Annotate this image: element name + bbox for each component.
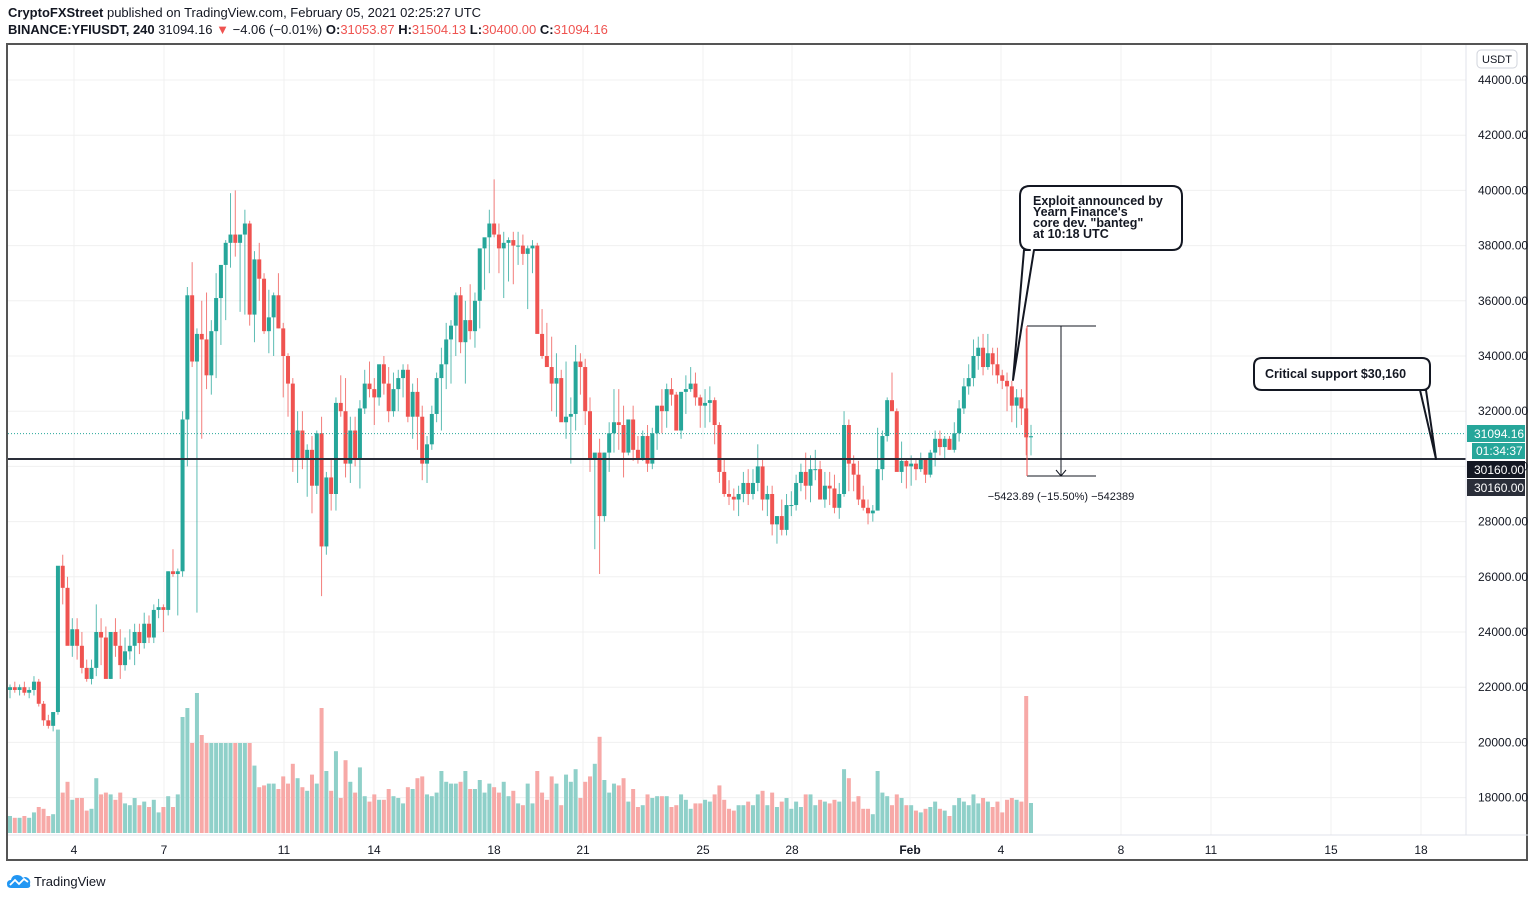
low-label: L:: [469, 22, 483, 37]
date-tick-label: 18: [487, 843, 501, 857]
date-tick-label: 18: [1414, 843, 1428, 857]
price-tick-label: 18000.00: [1478, 791, 1528, 805]
price-tick-label: 20000.00: [1478, 735, 1528, 749]
last-price: 31094.16: [158, 22, 213, 37]
support-price-label: 30160.00: [1467, 461, 1525, 478]
countdown-value: 01:34:37: [1476, 444, 1523, 458]
exploit-line-4: at 10:18 UTC: [1033, 227, 1109, 241]
date-tick-label: 14: [367, 843, 381, 857]
exploit-line-3: core dev. "banteg": [1033, 216, 1143, 230]
low-value: 30400.00: [482, 22, 537, 37]
currency-label: USDT: [1482, 54, 1512, 66]
close-value: 31094.16: [553, 22, 608, 37]
high-value: 31504.13: [411, 22, 467, 37]
last-price-label: 31094.16: [1467, 425, 1525, 442]
svg-text:Exploit announced by Yea: Exploit announced by Yearn Finance's cor…: [1033, 194, 1166, 241]
date-tick-label: 15: [1324, 843, 1338, 857]
countdown-label: 01:34:37: [1472, 443, 1525, 459]
candlesticks: [8, 179, 1033, 732]
grid-lines: [8, 45, 1466, 835]
price-tick-label: 22000.00: [1478, 680, 1528, 694]
publish-line: CryptoFXStreet published on TradingView.…: [8, 5, 481, 20]
price-tick-label: 34000.00: [1478, 349, 1528, 363]
date-tick-label: 4: [998, 843, 1005, 857]
tradingview-cloud-icon: [7, 875, 31, 888]
support-price-value-1: 30160.00: [1474, 463, 1524, 477]
exploit-callout[interactable]: Exploit announced by Yearn Finance's cor…: [1012, 185, 1183, 381]
last-price-value: 31094.16: [1474, 427, 1524, 441]
date-tick-label: 4: [71, 843, 78, 857]
close-label: C:: [539, 22, 554, 37]
date-tick-label: 25: [696, 843, 710, 857]
date-tick-label: 8: [1118, 843, 1125, 857]
symbol-line: BINANCE:YFIUSDT, 240 31094.16 ▼ −4.06 (−…: [8, 22, 608, 37]
date-tick-label: 11: [1205, 843, 1218, 857]
date-tick-label: Feb: [899, 843, 920, 857]
price-tick-label: 28000.00: [1478, 515, 1528, 529]
date-tick-label: 21: [576, 843, 590, 857]
measure-label: −5423.89 (−15.50%) −542389: [988, 491, 1135, 503]
price-tick-label: 26000.00: [1478, 570, 1528, 584]
publisher-name: CryptoFXStreet: [8, 5, 104, 20]
support-price-label-2: 30160.00: [1467, 479, 1525, 496]
symbol-interval: BINANCE:YFIUSDT, 240: [8, 22, 155, 37]
price-tick-label: 24000.00: [1478, 625, 1528, 639]
triangle-down-icon: ▼: [216, 22, 229, 37]
open-value: 31053.87: [340, 22, 395, 37]
support-price-value-2: 30160.00: [1474, 481, 1524, 495]
price-axis[interactable]: 44000.00 42000.00 40000.00 38000.00 36000.00…: [1478, 73, 1528, 805]
price-tick-label: 40000.00: [1478, 183, 1528, 197]
exploit-line-2: Yearn Finance's: [1033, 205, 1128, 219]
price-tick-label: 44000.00: [1478, 73, 1528, 87]
high-label: H:: [398, 22, 412, 37]
tradingview-brand[interactable]: TradingView: [7, 873, 106, 889]
price-tick-label: 36000.00: [1478, 294, 1528, 308]
support-callout-text: Critical support $30,160: [1265, 367, 1406, 381]
volume-bars: [8, 693, 1033, 833]
currency-badge[interactable]: USDT: [1476, 49, 1518, 69]
date-tick-label: 28: [785, 843, 799, 857]
price-tick-label: 38000.00: [1478, 239, 1528, 253]
date-tick-label: 7: [161, 843, 168, 857]
published-text: published on TradingView.com, February 0…: [103, 5, 482, 20]
support-callout[interactable]: Critical support $30,160: [1253, 357, 1437, 460]
chart-frame: [6, 43, 1528, 861]
date-tick-label: 11: [278, 843, 291, 857]
open-label: O:: [325, 22, 341, 37]
price-change: −4.06 (−0.01%): [232, 22, 323, 37]
price-range-measure[interactable]: −5423.89 (−15.50%) −542389: [988, 325, 1135, 503]
tradingview-name: TradingView: [34, 873, 106, 889]
time-axis[interactable]: 4 7 11 14 18 21 25 28 Feb 4 8 11 15 18: [71, 843, 1428, 857]
price-tick-label: 42000.00: [1478, 128, 1528, 142]
price-tick-label: 32000.00: [1478, 404, 1528, 418]
